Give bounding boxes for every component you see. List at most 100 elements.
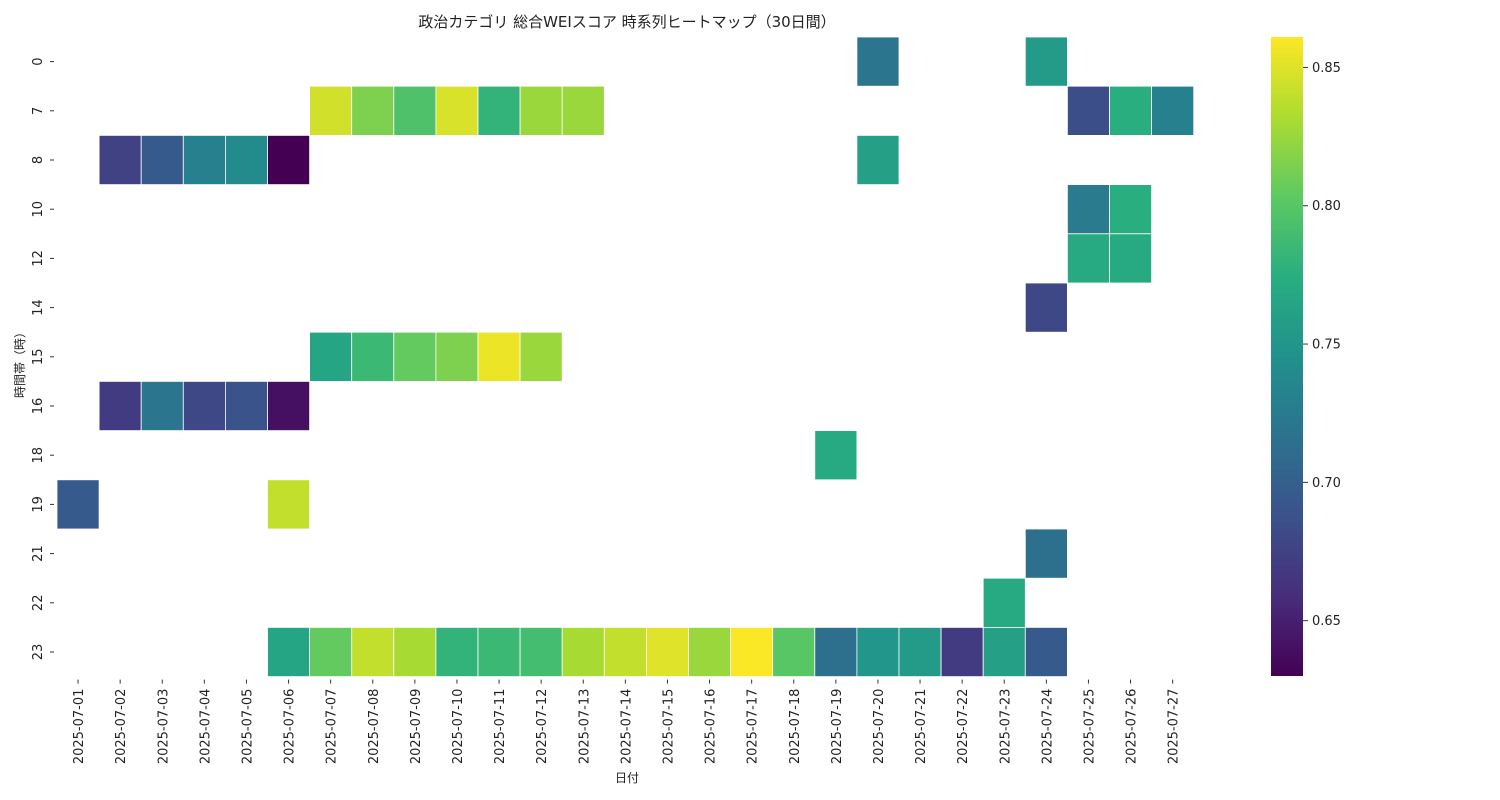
heatmap-cell bbox=[982, 627, 1026, 678]
y-axis-label: 時間帯（時） bbox=[13, 326, 27, 398]
heatmap-cell bbox=[267, 479, 310, 530]
heatmap-cell bbox=[351, 627, 395, 678]
heatmap-cell bbox=[182, 380, 226, 431]
x-tick-label: 2025-07-21 bbox=[914, 689, 929, 765]
x-tick-label: 2025-07-19 bbox=[830, 689, 845, 765]
x-tick-label: 2025-07-16 bbox=[704, 689, 719, 765]
colorbar-tick-label: 0.65 bbox=[1312, 614, 1341, 629]
heatmap-cell bbox=[56, 479, 100, 530]
heatmap-cell bbox=[267, 380, 310, 431]
heatmap-cell bbox=[351, 85, 395, 136]
heatmap-cell bbox=[1067, 233, 1110, 284]
heatmap-cell bbox=[435, 85, 479, 136]
heatmap-cell bbox=[393, 85, 437, 136]
heatmap-cell bbox=[519, 85, 563, 136]
heatmap-cell bbox=[561, 85, 605, 136]
y-tick-label: 7 bbox=[31, 107, 46, 115]
heatmap-cell bbox=[982, 577, 1026, 628]
heatmap-cells bbox=[56, 36, 1195, 678]
heatmap-cell bbox=[603, 627, 647, 678]
x-tick-label: 2025-07-15 bbox=[662, 689, 677, 765]
heatmap-cell bbox=[856, 627, 900, 678]
x-tick-label: 2025-07-01 bbox=[72, 689, 87, 765]
colorbar-tick-label: 0.70 bbox=[1312, 476, 1341, 491]
heatmap-cell bbox=[309, 85, 353, 136]
heatmap-cell bbox=[182, 134, 226, 185]
x-tick-label: 2025-07-18 bbox=[788, 689, 803, 765]
x-tick-label: 2025-07-26 bbox=[1125, 689, 1140, 765]
heatmap-cell bbox=[98, 134, 142, 185]
heatmap-cell bbox=[140, 134, 184, 185]
x-tick-label: 2025-07-20 bbox=[872, 689, 887, 765]
x-tick-label: 2025-07-05 bbox=[241, 689, 256, 765]
y-tick-label: 21 bbox=[31, 545, 46, 562]
heatmap-cell bbox=[814, 627, 858, 678]
heatmap-cell bbox=[1024, 282, 1068, 333]
heatmap-cell bbox=[688, 627, 731, 678]
heatmap-cell bbox=[940, 627, 984, 678]
x-tick-label: 2025-07-08 bbox=[367, 689, 382, 765]
heatmap-cell bbox=[435, 331, 479, 382]
x-tick-label: 2025-07-07 bbox=[325, 689, 340, 765]
heatmap-cell bbox=[435, 627, 479, 678]
heatmap-cell bbox=[814, 430, 858, 481]
y-tick-label: 0 bbox=[31, 57, 46, 65]
heatmap-cell bbox=[477, 85, 521, 136]
heatmap-cell bbox=[856, 36, 900, 87]
heatmap-cell bbox=[1024, 627, 1068, 678]
y-tick-label: 14 bbox=[31, 299, 46, 316]
heatmap-cell bbox=[309, 331, 353, 382]
heatmap-cell bbox=[1109, 233, 1152, 284]
x-tick-label: 2025-07-12 bbox=[535, 689, 550, 765]
heatmap-cell bbox=[267, 134, 310, 185]
x-tick-label: 2025-07-02 bbox=[114, 689, 129, 765]
heatmap-cell bbox=[393, 627, 437, 678]
heatmap-cell bbox=[772, 627, 816, 678]
x-tick-label: 2025-07-04 bbox=[198, 689, 213, 765]
heatmap-cell bbox=[561, 627, 605, 678]
heatmap-cell bbox=[140, 380, 184, 431]
heatmap-cell bbox=[477, 331, 521, 382]
heatmap-cell bbox=[1024, 36, 1068, 87]
colorbar-tick-label: 0.75 bbox=[1312, 338, 1341, 353]
x-axis-label: 日付 bbox=[615, 771, 639, 785]
x-tick-label: 2025-07-25 bbox=[1083, 689, 1098, 765]
heatmap-cell bbox=[1109, 184, 1152, 235]
heatmap-cell bbox=[1024, 528, 1068, 579]
heatmap-cell bbox=[393, 331, 437, 382]
x-tick-label: 2025-07-17 bbox=[746, 689, 761, 765]
x-tick-label: 2025-07-03 bbox=[156, 689, 171, 765]
y-tick-label: 16 bbox=[31, 398, 46, 415]
colorbar-ticks: 0.65 0.70 0.75 0.80 0.85 bbox=[1303, 61, 1341, 629]
heatmap-cell bbox=[351, 331, 395, 382]
heatmap-cell bbox=[98, 380, 142, 431]
y-tick-label: 23 bbox=[31, 644, 46, 661]
x-tick-label: 2025-07-06 bbox=[283, 689, 298, 765]
y-axis: 0 7 8 10 12 14 15 16 18 19 21 22 23 bbox=[31, 57, 54, 660]
heatmap-cell bbox=[898, 627, 942, 678]
heatmap-cell bbox=[856, 134, 900, 185]
x-tick-label: 2025-07-13 bbox=[577, 689, 592, 765]
y-tick-label: 12 bbox=[31, 250, 46, 267]
x-tick-label: 2025-07-11 bbox=[493, 689, 508, 765]
y-tick-label: 8 bbox=[31, 156, 46, 164]
colorbar-tick-label: 0.85 bbox=[1312, 61, 1341, 76]
heatmap-cell bbox=[1067, 184, 1110, 235]
x-tick-label: 2025-07-09 bbox=[409, 689, 424, 765]
x-tick-label: 2025-07-23 bbox=[998, 689, 1013, 765]
heatmap-cell bbox=[224, 380, 268, 431]
y-tick-label: 18 bbox=[31, 447, 46, 464]
y-tick-label: 10 bbox=[31, 201, 46, 218]
heatmap-cell bbox=[309, 627, 353, 678]
heatmap-cell bbox=[1109, 85, 1152, 136]
heatmap-cell bbox=[519, 331, 563, 382]
x-axis: 2025-07-01 2025-07-02 2025-07-03 2025-07-04… bbox=[72, 679, 1182, 765]
colorbar-tick-label: 0.80 bbox=[1312, 199, 1341, 214]
heatmap-cell bbox=[1151, 85, 1195, 136]
heatmap-cell bbox=[477, 627, 521, 678]
heatmap-cell bbox=[1067, 85, 1110, 136]
heatmap-cell bbox=[224, 134, 268, 185]
x-tick-label: 2025-07-10 bbox=[451, 689, 466, 765]
y-tick-label: 22 bbox=[31, 595, 46, 612]
